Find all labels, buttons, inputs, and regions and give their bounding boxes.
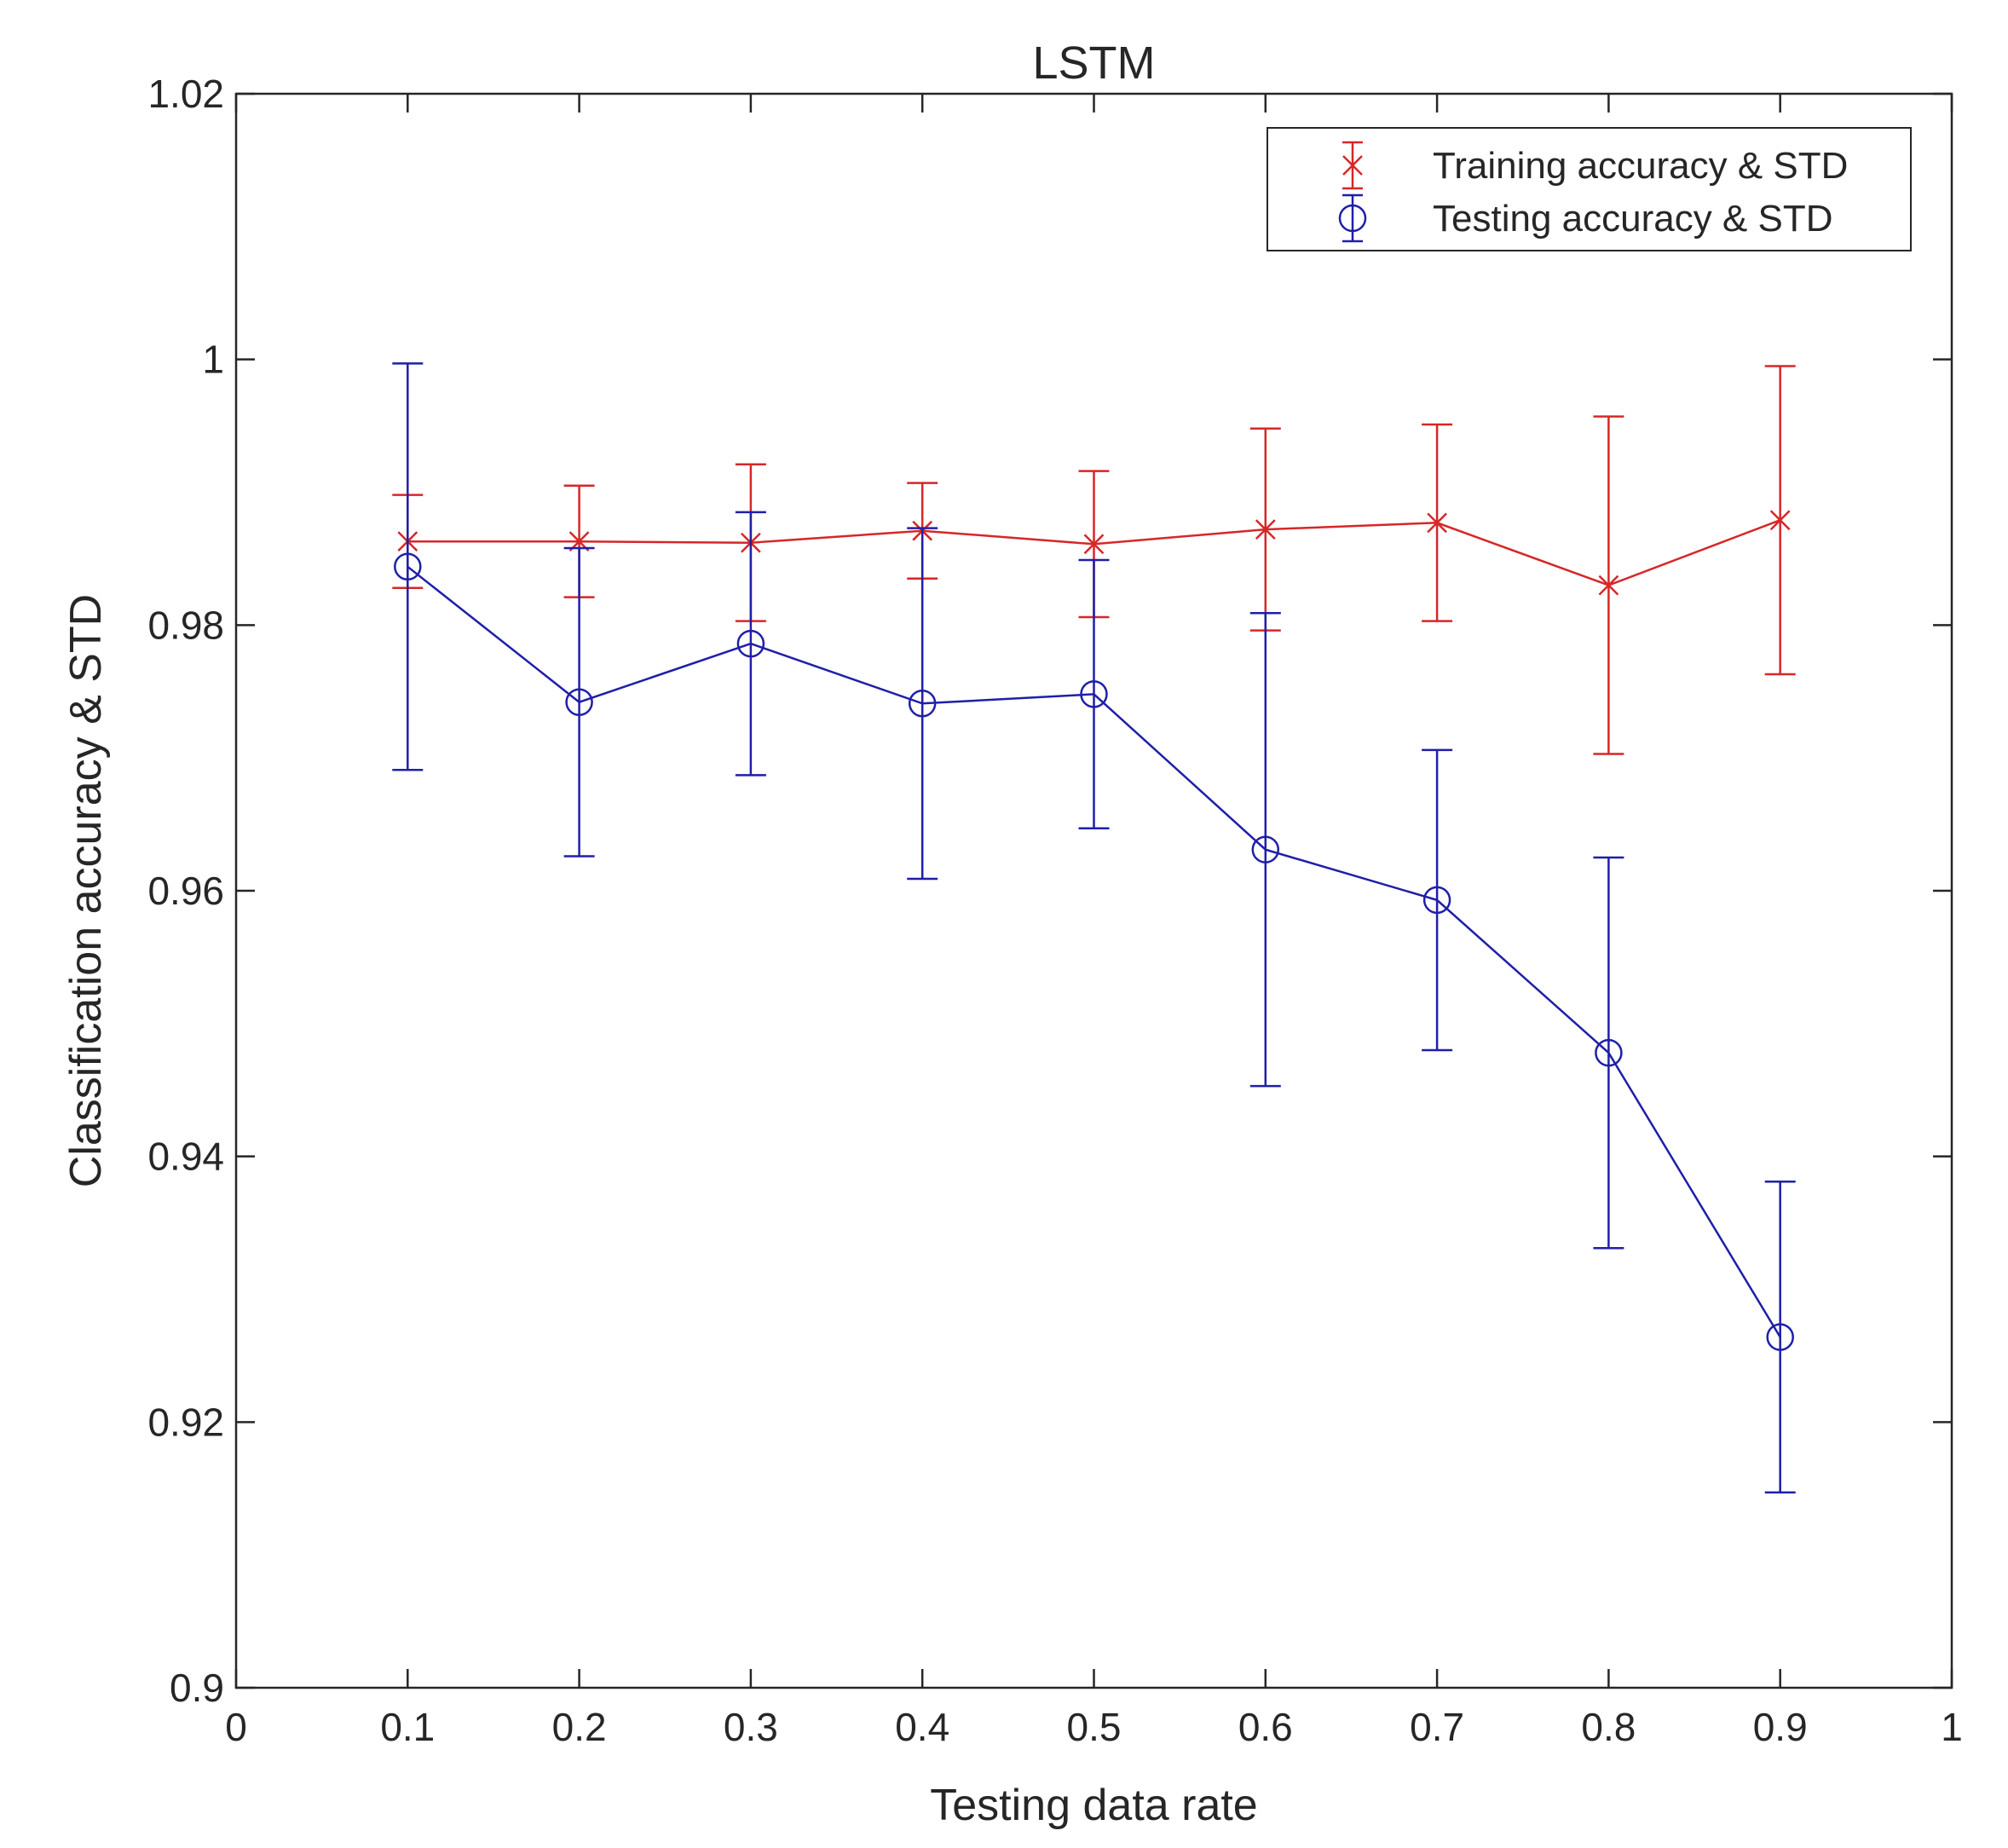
data-point-training — [1598, 575, 1619, 596]
data-point-testing — [1766, 1323, 1794, 1351]
axis-tick-labels: 0 0.1 0.2 0.3 0.4 0.5 0.6 0.7 0.8 0.9 1 0.9 0.92 0.94… — [147, 72, 1962, 1749]
y-tick-label: 1 — [202, 338, 224, 382]
plot-frame — [234, 92, 1953, 1689]
y-tick-label: 0.96 — [147, 869, 224, 913]
y-axis-title: Classification accuracy & STD — [61, 594, 111, 1187]
data-point-testing — [1595, 1038, 1623, 1067]
y-tick-label: 0.94 — [147, 1135, 224, 1179]
error-bar-testing — [563, 546, 595, 858]
data-point-testing — [736, 629, 765, 658]
x-tick-label: 0.2 — [552, 1705, 607, 1749]
chart-title: LSTM — [1032, 38, 1155, 89]
data-point-training — [1427, 512, 1447, 534]
error-bar-testing — [1078, 558, 1110, 830]
error-bar-testing — [907, 527, 938, 881]
x-tick-label: 0.5 — [1067, 1705, 1122, 1749]
legend: Training accuracy & STD Testing accuracy… — [1267, 127, 1912, 251]
plot-area — [236, 94, 1952, 1688]
data-point-testing — [394, 552, 422, 581]
x-tick-label: 0 — [225, 1705, 247, 1749]
marker-stroke — [1598, 575, 1619, 596]
legend-marker — [1338, 204, 1367, 233]
data-point-testing — [1422, 886, 1451, 915]
x-tick-label: 0.9 — [1753, 1705, 1808, 1749]
data-point-testing — [1080, 680, 1108, 708]
marker-stroke — [1342, 155, 1363, 176]
x-tick-label: 1 — [1941, 1705, 1963, 1749]
y-tick-label: 0.9 — [170, 1666, 224, 1710]
y-tick-label: 0.98 — [147, 603, 224, 647]
marker-stroke — [1083, 534, 1105, 555]
error-bar-testing — [735, 511, 766, 777]
legend-symbol-training — [1342, 141, 1363, 190]
error-bar-testing — [1593, 856, 1624, 1250]
data-point-testing — [1251, 835, 1280, 863]
x-tick-label: 0.1 — [380, 1705, 435, 1749]
y-tick-label: 0.92 — [147, 1400, 224, 1444]
series-layer — [392, 362, 1796, 1494]
x-tick-label: 0.6 — [1238, 1705, 1293, 1749]
legend-label-training: Training accuracy & STD — [1433, 145, 1848, 187]
legend-label-testing: Testing accuracy & STD — [1433, 198, 1833, 240]
marker-stroke — [1255, 519, 1276, 540]
data-point-training — [1255, 519, 1276, 540]
error-bar-testing — [1249, 612, 1281, 1088]
x-tick-label: 0.4 — [895, 1705, 949, 1749]
series-testing — [392, 362, 1796, 1494]
legend-box — [1267, 127, 1912, 251]
legend-marker — [1342, 155, 1363, 176]
error-bar-testing — [1422, 748, 1453, 1052]
error-bar-testing — [1764, 1181, 1796, 1494]
data-point-testing — [908, 690, 937, 718]
data-point-training — [1769, 510, 1791, 531]
marker-stroke — [1427, 512, 1447, 534]
data-point-training — [1083, 534, 1105, 555]
x-axis-title: Testing data rate — [930, 1781, 1257, 1830]
error-bar-testing — [392, 362, 424, 771]
marker-stroke — [1769, 510, 1791, 531]
data-point-testing — [565, 688, 593, 716]
x-tick-label: 0.3 — [724, 1705, 778, 1749]
y-tick-label: 1.02 — [147, 72, 224, 116]
legend-symbol-testing — [1338, 193, 1367, 243]
x-tick-label: 0.8 — [1581, 1705, 1636, 1749]
x-tick-label: 0.7 — [1410, 1705, 1464, 1749]
